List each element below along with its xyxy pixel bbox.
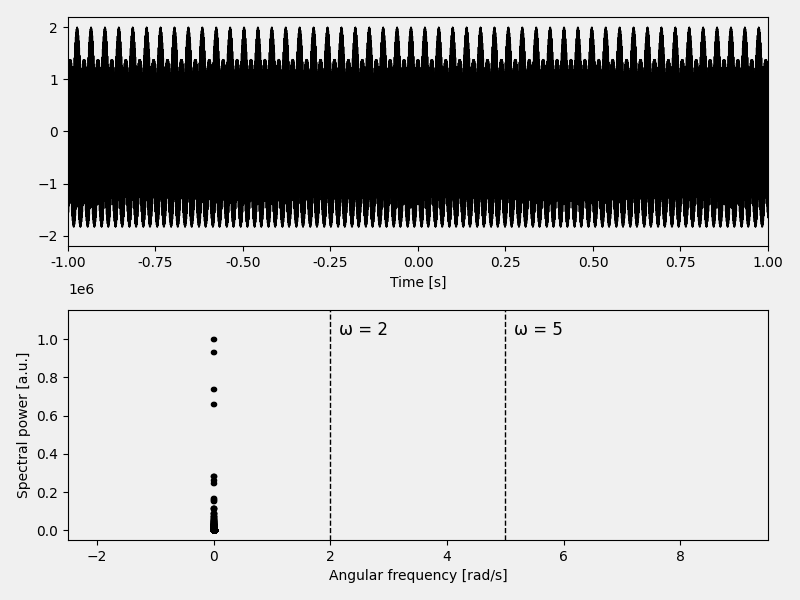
X-axis label: Angular frequency [rad/s]: Angular frequency [rad/s]	[329, 569, 507, 583]
Text: ω = 5: ω = 5	[514, 322, 563, 340]
Y-axis label: Spectral power [a.u.]: Spectral power [a.u.]	[17, 352, 30, 499]
X-axis label: Time [s]: Time [s]	[390, 275, 446, 290]
Text: ω = 2: ω = 2	[339, 322, 388, 340]
Text: 1e6: 1e6	[68, 283, 94, 297]
